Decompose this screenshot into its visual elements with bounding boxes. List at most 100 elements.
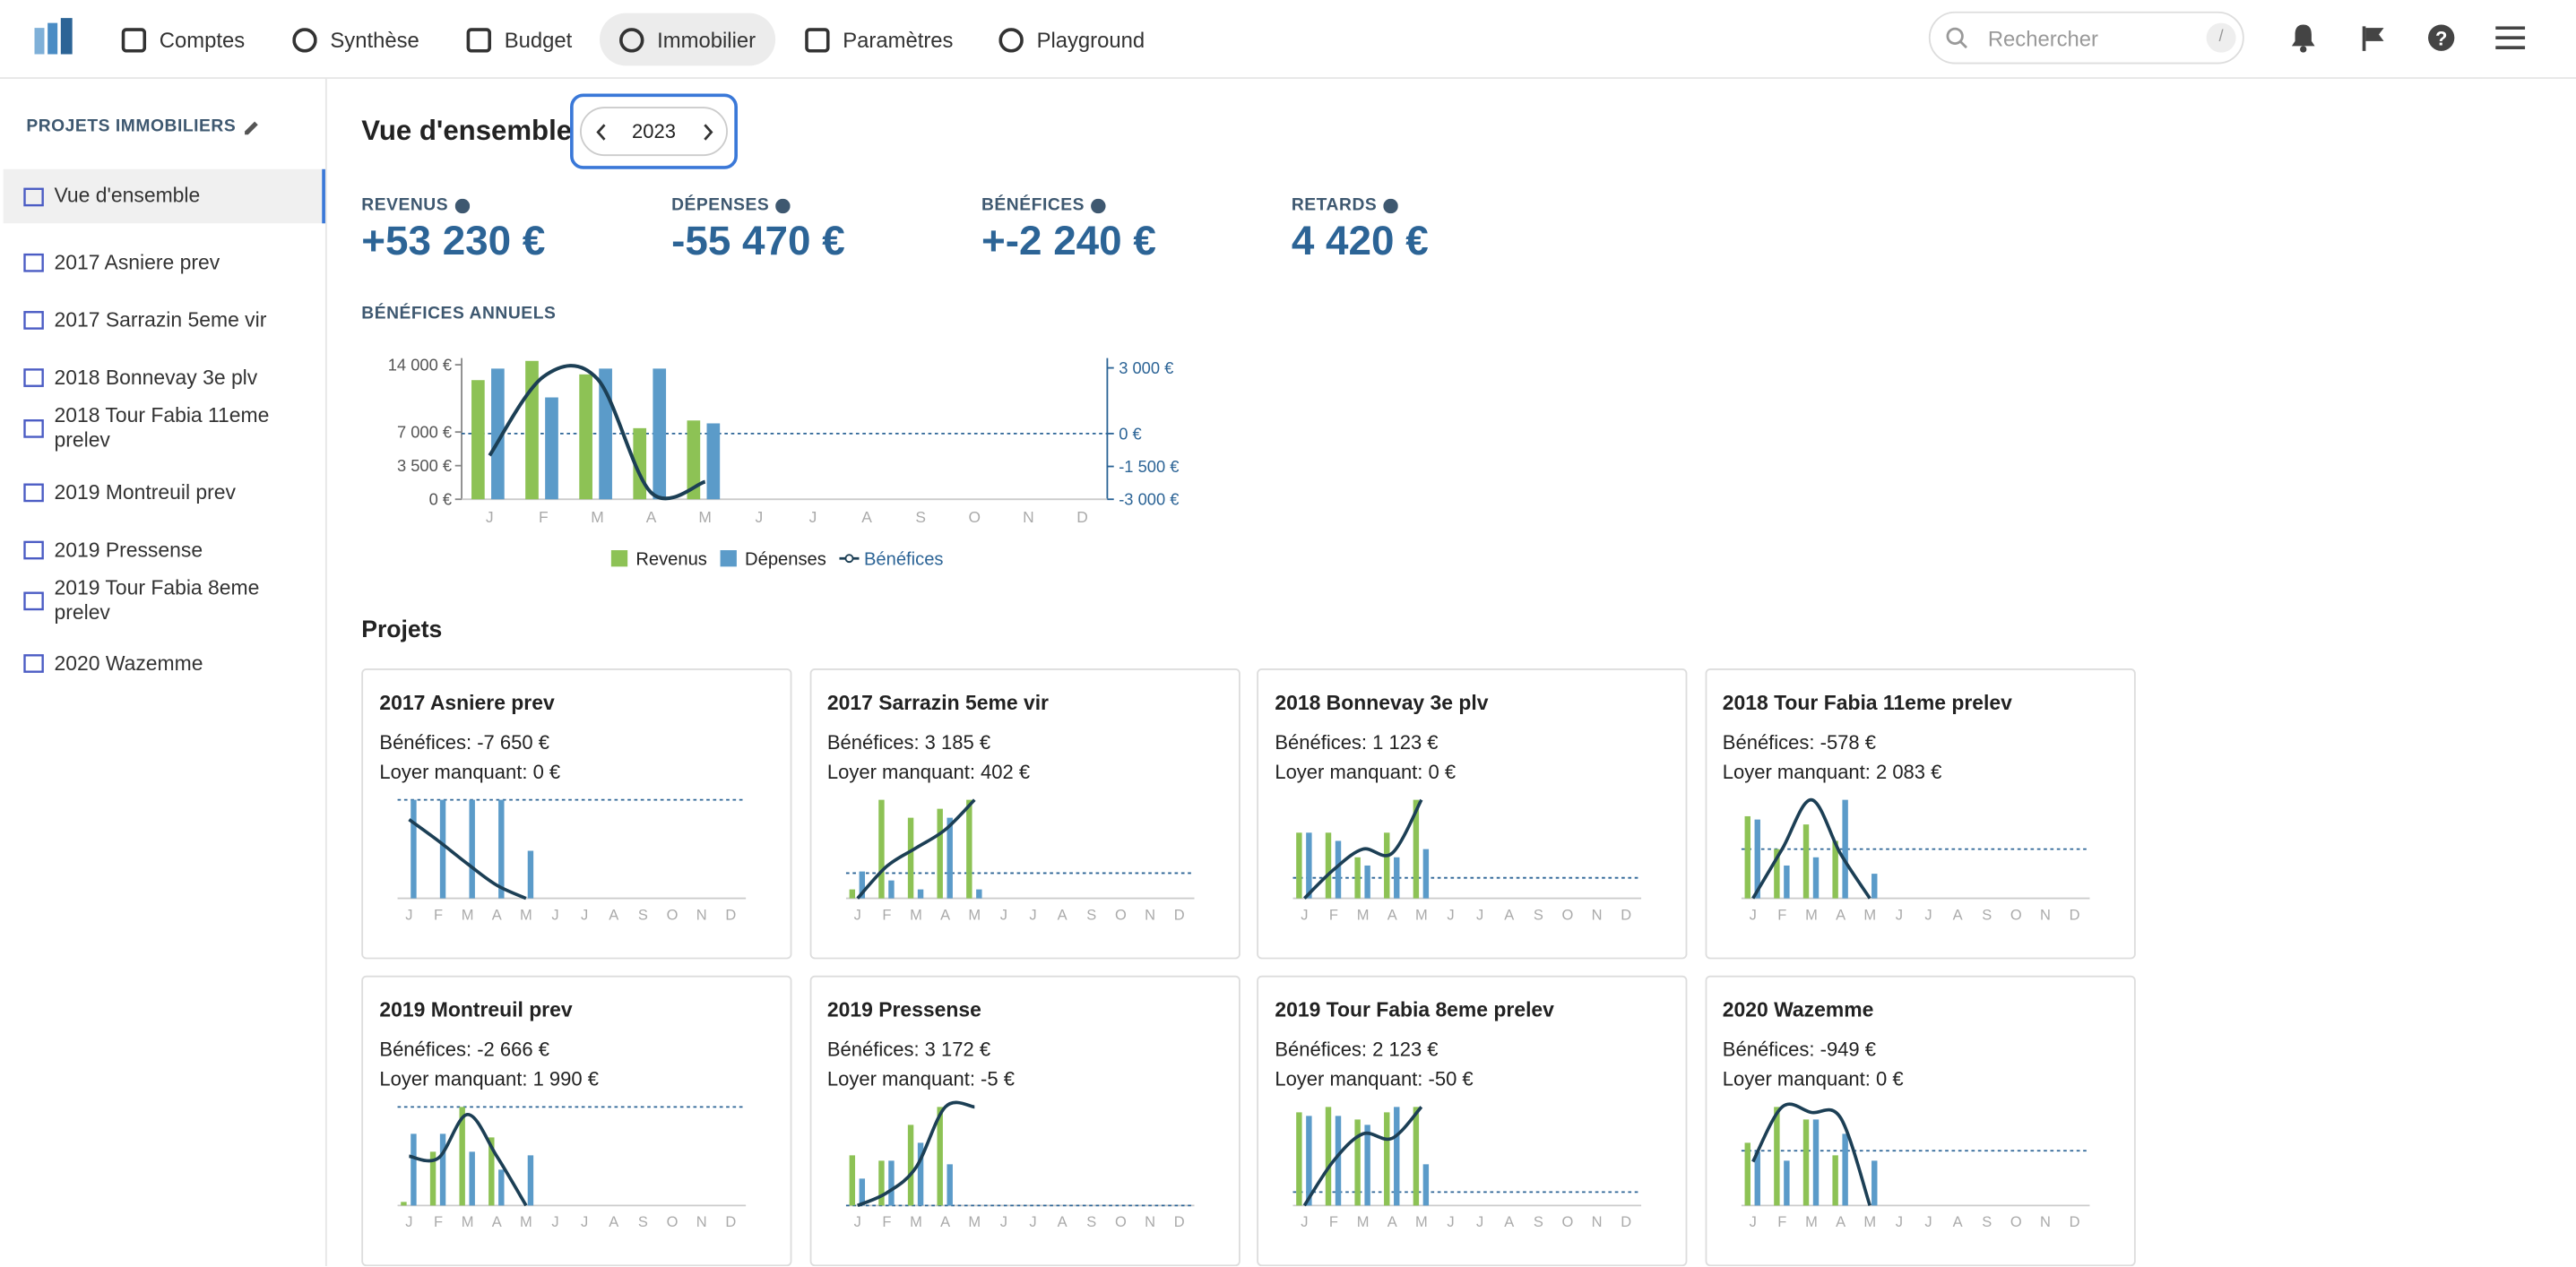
legend-label[interactable]: Bénéfices: [864, 550, 944, 570]
nav-item[interactable]: Comptes: [102, 13, 265, 66]
mini-bar: [906, 1125, 913, 1206]
menu-icon[interactable]: [2495, 26, 2526, 49]
sidebar-item[interactable]: 2017 Asniere prev: [4, 240, 325, 286]
sidebar-label[interactable]: 2017 Asniere prev: [54, 250, 220, 274]
stat-value: 4 420 €: [1291, 218, 1429, 265]
sidebar-label[interactable]: 2019 Pressense: [54, 538, 203, 561]
mini-bar: [1335, 840, 1342, 899]
nav-item[interactable]: Immobilier: [600, 13, 776, 66]
sidebar-item[interactable]: 2018 Bonnevay 3e plv: [4, 355, 325, 401]
card-title: 2019 Pressense: [826, 998, 981, 1022]
mini-bar: [877, 1160, 884, 1206]
sidebar-label[interactable]: 2018 Tour Fabia 11eme prelev: [54, 403, 270, 452]
x-tick-label: N: [1023, 508, 1034, 526]
nav-label[interactable]: Paramètres: [843, 27, 954, 52]
edit-icon[interactable]: [243, 117, 261, 135]
project-card[interactable]: 2018 Tour Fabia 11eme prelev Bénéfices: -…: [1704, 668, 2135, 960]
year: 2023: [632, 119, 676, 143]
legend-label[interactable]: Revenus: [635, 550, 707, 570]
mini-bar: [1306, 832, 1312, 899]
flag-icon[interactable]: [2361, 24, 2387, 52]
mini-bar: [1783, 1160, 1789, 1206]
nav-label[interactable]: Synthèse: [330, 27, 419, 52]
chart-title: BÉNÉFICES ANNUELS: [361, 304, 557, 324]
mini-bar: [1354, 1119, 1361, 1206]
card-benefit: Bénéfices: 3 185 €: [826, 730, 991, 754]
sidebar-item[interactable]: 2017 Sarrazin 5eme vir: [4, 297, 325, 343]
nav-label[interactable]: Budget: [504, 27, 573, 52]
nav-label[interactable]: Comptes: [159, 27, 246, 52]
sidebar-item[interactable]: 2018 Tour Fabia 11eme prelev: [4, 401, 325, 456]
mini-month: M: [1863, 1214, 1875, 1230]
mini-bar: [488, 1137, 495, 1206]
project-card[interactable]: 2018 Bonnevay 3e plv Bénéfices: 1 123 € Lo…: [1257, 668, 1688, 960]
search-box[interactable]: Rechercher /: [1928, 11, 2244, 65]
project-card[interactable]: 2020 Wazemme Bénéfices: -949 € Loyer manqu…: [1704, 975, 2135, 1267]
prev-year[interactable]: [595, 123, 609, 141]
help-icon[interactable]: ?: [2426, 23, 2456, 53]
info-dot: [454, 197, 470, 213]
mini-month: A: [1835, 1214, 1845, 1230]
mini-bar: [1384, 832, 1390, 899]
mini-month: D: [1621, 1214, 1631, 1230]
mini-month: J: [853, 1214, 860, 1230]
mini-bar: [1841, 1133, 1847, 1206]
project-card[interactable]: 2017 Sarrazin 5eme vir Bénéfices: 3 185 €…: [808, 668, 1240, 960]
mini-month: N: [696, 907, 707, 923]
sidebar-label[interactable]: 2017 Sarrazin 5eme vir: [54, 307, 267, 332]
mini-bar: [1753, 819, 1760, 899]
nav-item[interactable]: Playground: [979, 13, 1164, 66]
mini-month: J: [1749, 907, 1756, 923]
nav-label[interactable]: Immobilier: [657, 27, 756, 52]
legend-label[interactable]: Dépenses: [745, 550, 826, 570]
mini-bar: [1384, 1112, 1390, 1206]
mini-month: J: [1447, 907, 1454, 923]
mini-month: N: [1592, 907, 1603, 923]
mini-bar: [1831, 1155, 1837, 1206]
sidebar-item[interactable]: 2019 Tour Fabia 8eme prelev: [4, 573, 325, 629]
notifications-icon[interactable]: [2290, 23, 2316, 53]
x-tick-label: M: [591, 508, 604, 526]
mini-bar: [916, 1142, 923, 1206]
mini-bar: [1773, 849, 1779, 899]
bar: [687, 420, 701, 500]
mini-month: A: [609, 907, 618, 923]
next-year[interactable]: [702, 123, 715, 141]
sidebar-label[interactable]: 2020 Wazemme: [54, 651, 203, 675]
x-tick-label: D: [1076, 508, 1088, 526]
mini-bar: [1831, 840, 1837, 899]
project-card[interactable]: 2019 Montreuil prev Bénéfices: -2 666 € Lo…: [361, 975, 792, 1267]
sidebar-item[interactable]: Vue d'ensemble: [3, 168, 325, 224]
card-missing-rent: Loyer manquant: 0 €: [1722, 1067, 1904, 1091]
nav-item[interactable]: Budget: [447, 13, 592, 66]
project-card[interactable]: 2017 Asniere prev Bénéfices: -7 650 € Loye…: [361, 668, 792, 960]
mini-month: A: [609, 1214, 618, 1230]
mini-benefit-line: [408, 818, 527, 901]
sidebar-item[interactable]: 2019 Montreuil prev: [4, 470, 325, 515]
search-placeholder: Rechercher: [1987, 26, 2098, 51]
nav-item[interactable]: Synthèse: [272, 13, 438, 66]
sidebar-label[interactable]: 2019 Montreuil prev: [54, 480, 236, 504]
project-card[interactable]: 2019 Pressense Bénéfices: 3 172 € Loyer ma…: [808, 975, 1240, 1267]
y-tick-label: 3 500 €: [397, 456, 452, 475]
logo[interactable]: [31, 14, 77, 57]
stat-label-row: REVENUS: [361, 195, 470, 215]
project-card[interactable]: 2019 Tour Fabia 8eme prelev Bénéfices: 2 …: [1257, 975, 1688, 1267]
sidebar-label[interactable]: Vue d'ensemble: [54, 184, 201, 207]
mini-month: M: [909, 907, 921, 923]
legend-swatch: [610, 550, 628, 567]
mini-month: F: [434, 907, 443, 923]
nav-item[interactable]: Paramètres: [785, 13, 972, 66]
icon-shape: [121, 27, 147, 52]
sidebar-label[interactable]: 2018 Bonnevay 3e plv: [54, 365, 258, 389]
icon-shape: [805, 27, 830, 52]
nav-icon: [466, 27, 492, 52]
project-icon: [23, 654, 44, 673]
mini-month: A: [1504, 1214, 1514, 1230]
sidebar-item[interactable]: 2019 Pressense: [4, 527, 325, 573]
sidebar-item[interactable]: 2020 Wazemme: [4, 641, 325, 686]
x-tick-label: A: [861, 508, 872, 526]
sidebar-label[interactable]: 2019 Tour Fabia 8eme prelev: [54, 576, 260, 625]
nav-label[interactable]: Playground: [1036, 27, 1145, 52]
